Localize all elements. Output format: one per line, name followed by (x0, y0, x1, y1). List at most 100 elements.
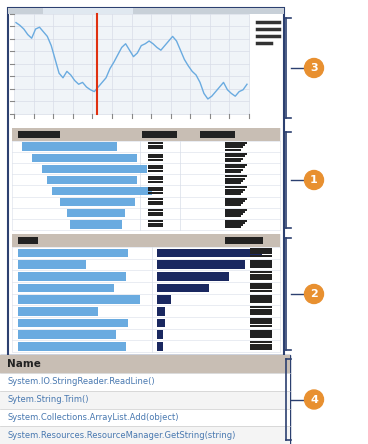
FancyBboxPatch shape (43, 8, 133, 14)
FancyBboxPatch shape (225, 182, 241, 184)
FancyBboxPatch shape (250, 260, 272, 262)
FancyBboxPatch shape (225, 180, 243, 182)
FancyBboxPatch shape (18, 131, 60, 138)
FancyBboxPatch shape (32, 154, 137, 162)
FancyBboxPatch shape (18, 342, 126, 350)
FancyBboxPatch shape (250, 348, 272, 350)
FancyBboxPatch shape (250, 297, 272, 299)
FancyBboxPatch shape (250, 311, 272, 313)
FancyBboxPatch shape (0, 391, 290, 408)
FancyBboxPatch shape (225, 186, 247, 189)
FancyBboxPatch shape (148, 154, 163, 156)
FancyBboxPatch shape (225, 215, 241, 218)
FancyBboxPatch shape (250, 336, 272, 338)
FancyBboxPatch shape (0, 408, 290, 426)
FancyBboxPatch shape (148, 178, 163, 180)
FancyBboxPatch shape (225, 178, 245, 179)
FancyBboxPatch shape (250, 252, 272, 254)
FancyBboxPatch shape (157, 249, 262, 257)
FancyBboxPatch shape (148, 170, 163, 172)
FancyBboxPatch shape (250, 306, 272, 308)
FancyBboxPatch shape (250, 274, 272, 276)
FancyBboxPatch shape (8, 8, 284, 14)
FancyBboxPatch shape (18, 260, 86, 269)
FancyBboxPatch shape (148, 176, 163, 178)
FancyBboxPatch shape (200, 131, 235, 138)
FancyBboxPatch shape (250, 334, 272, 336)
FancyBboxPatch shape (225, 153, 247, 155)
FancyBboxPatch shape (148, 167, 163, 169)
FancyBboxPatch shape (225, 191, 243, 193)
FancyBboxPatch shape (18, 318, 128, 327)
FancyBboxPatch shape (250, 313, 272, 315)
FancyBboxPatch shape (250, 262, 272, 264)
FancyBboxPatch shape (142, 131, 177, 138)
FancyBboxPatch shape (157, 272, 229, 281)
FancyBboxPatch shape (250, 254, 272, 257)
FancyBboxPatch shape (225, 171, 241, 173)
FancyBboxPatch shape (148, 190, 163, 191)
FancyBboxPatch shape (250, 329, 272, 332)
FancyBboxPatch shape (250, 289, 272, 292)
FancyBboxPatch shape (225, 193, 241, 195)
FancyBboxPatch shape (225, 189, 245, 191)
FancyBboxPatch shape (148, 212, 163, 214)
FancyBboxPatch shape (148, 226, 163, 227)
FancyBboxPatch shape (250, 295, 272, 297)
FancyBboxPatch shape (225, 213, 243, 215)
FancyBboxPatch shape (12, 128, 280, 230)
FancyBboxPatch shape (250, 325, 272, 327)
Circle shape (304, 390, 323, 409)
Circle shape (304, 170, 323, 190)
FancyBboxPatch shape (148, 220, 163, 222)
FancyBboxPatch shape (148, 145, 163, 147)
FancyBboxPatch shape (225, 198, 247, 200)
FancyBboxPatch shape (148, 214, 163, 216)
FancyBboxPatch shape (12, 234, 280, 352)
FancyBboxPatch shape (157, 307, 165, 316)
Text: System.Collections.ArrayList.Add(object): System.Collections.ArrayList.Add(object) (7, 413, 178, 422)
FancyBboxPatch shape (18, 330, 116, 339)
FancyBboxPatch shape (225, 144, 245, 146)
FancyBboxPatch shape (225, 147, 243, 148)
FancyBboxPatch shape (148, 198, 163, 200)
FancyBboxPatch shape (148, 192, 163, 194)
FancyBboxPatch shape (157, 318, 165, 327)
FancyBboxPatch shape (148, 187, 163, 189)
FancyBboxPatch shape (18, 272, 126, 281)
FancyBboxPatch shape (250, 285, 272, 287)
FancyBboxPatch shape (250, 299, 272, 301)
FancyBboxPatch shape (18, 307, 98, 316)
Text: 4: 4 (310, 395, 318, 404)
FancyBboxPatch shape (250, 287, 272, 289)
FancyBboxPatch shape (148, 147, 163, 150)
FancyBboxPatch shape (148, 165, 163, 167)
FancyBboxPatch shape (148, 223, 163, 225)
FancyBboxPatch shape (225, 200, 245, 202)
FancyBboxPatch shape (250, 250, 272, 252)
FancyBboxPatch shape (250, 322, 272, 325)
FancyBboxPatch shape (14, 14, 249, 114)
FancyBboxPatch shape (250, 271, 272, 274)
FancyBboxPatch shape (250, 266, 272, 268)
FancyBboxPatch shape (157, 295, 171, 304)
Text: 3: 3 (310, 63, 318, 73)
FancyBboxPatch shape (0, 373, 290, 391)
FancyBboxPatch shape (225, 204, 241, 206)
FancyBboxPatch shape (60, 198, 135, 206)
FancyBboxPatch shape (225, 175, 247, 177)
FancyBboxPatch shape (225, 226, 241, 229)
FancyBboxPatch shape (148, 201, 163, 202)
FancyBboxPatch shape (70, 220, 122, 229)
Text: System.IO.StringReader.ReadLine(): System.IO.StringReader.ReadLine() (7, 377, 155, 386)
Text: Sytem.String.Trim(): Sytem.String.Trim() (7, 395, 88, 404)
FancyBboxPatch shape (148, 143, 163, 144)
FancyBboxPatch shape (47, 176, 137, 184)
FancyBboxPatch shape (250, 346, 272, 348)
Text: System.Resources.ResourceManager.GetString(string): System.Resources.ResourceManager.GetStri… (7, 431, 236, 440)
FancyBboxPatch shape (157, 260, 245, 269)
FancyBboxPatch shape (225, 149, 241, 151)
FancyBboxPatch shape (148, 156, 163, 158)
FancyBboxPatch shape (157, 284, 209, 292)
FancyBboxPatch shape (250, 309, 272, 310)
